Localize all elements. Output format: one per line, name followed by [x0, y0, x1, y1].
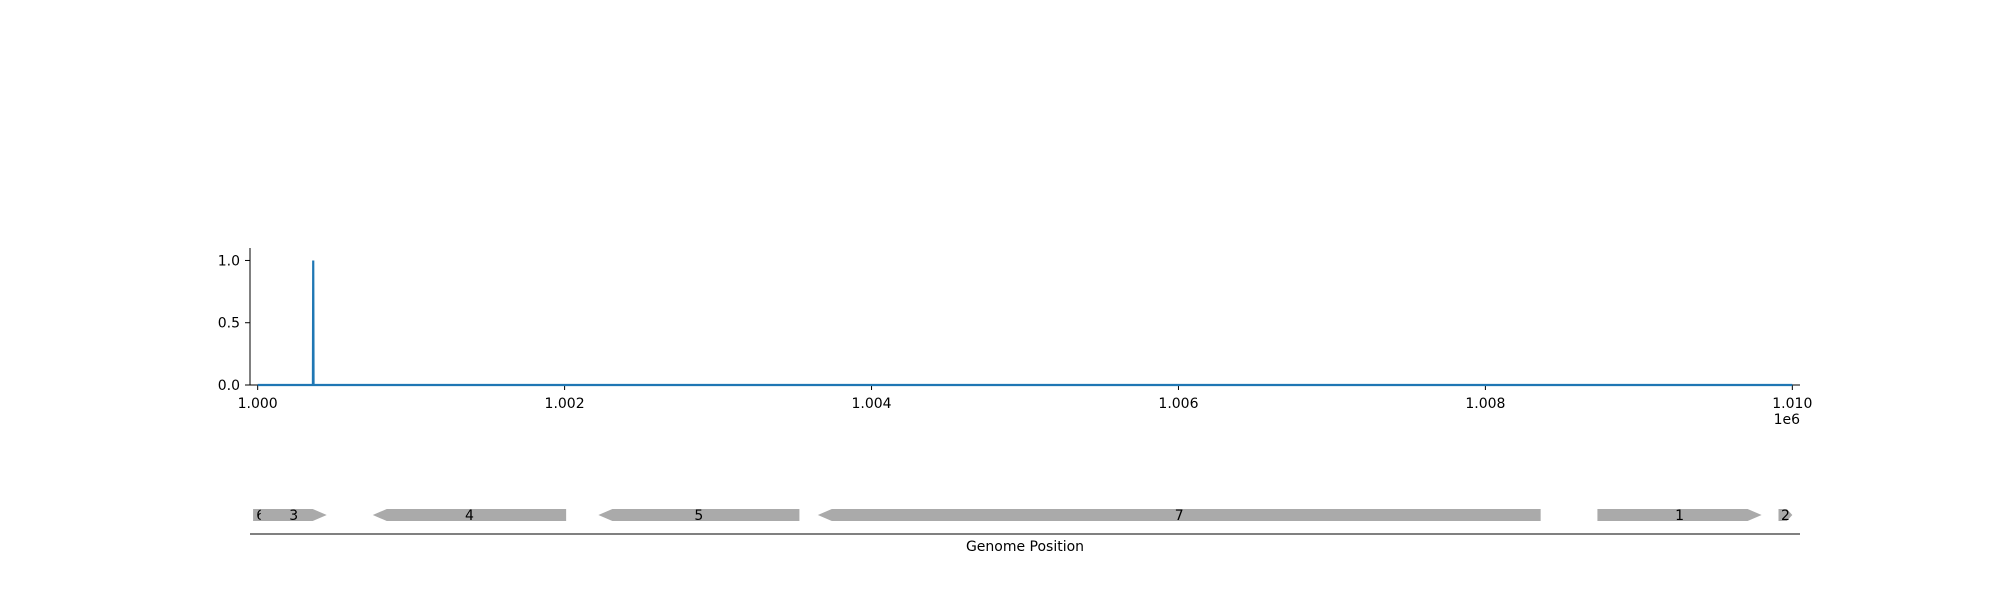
gene-feature-label: 7: [1175, 508, 1184, 524]
gene-feature-arrow: [372, 509, 567, 521]
gene-feature-arrow: [1597, 509, 1762, 521]
x-tick-label: 1.004: [851, 396, 891, 412]
x-tick-label: 1.008: [1465, 396, 1505, 412]
x-tick-label: 1.010: [1772, 396, 1812, 412]
gene-feature-arrow: [1778, 509, 1793, 521]
gene-feature-label: 5: [694, 508, 703, 524]
gene-feature-label: 2: [1781, 508, 1790, 524]
gene-feature-arrow: [817, 509, 1541, 521]
x-tick-label: 1.000: [238, 396, 278, 412]
gene-feature-arrow: [260, 509, 327, 521]
gene-feature-label: 3: [289, 508, 298, 524]
y-tick-label: 0.5: [218, 316, 240, 332]
y-tick-label: 1.0: [218, 253, 240, 269]
x-tick-label: 1.006: [1158, 396, 1198, 412]
gene-feature-label: 4: [465, 508, 474, 524]
coverage-series-line: [257, 260, 1793, 387]
x-offset-label: 1e6: [1774, 412, 1801, 428]
gene-feature-label: 1: [1675, 508, 1684, 524]
gene-feature-arrow: [598, 509, 800, 521]
y-tick-label: 0.0: [218, 378, 240, 394]
gene-track-xlabel: Genome Position: [966, 539, 1084, 555]
x-tick-label: 1.002: [545, 396, 585, 412]
coverage-plot: 0.0 0.5 1.0 1.000 1.002 1.004 1.006 1.008 1.0101…: [218, 248, 1812, 428]
